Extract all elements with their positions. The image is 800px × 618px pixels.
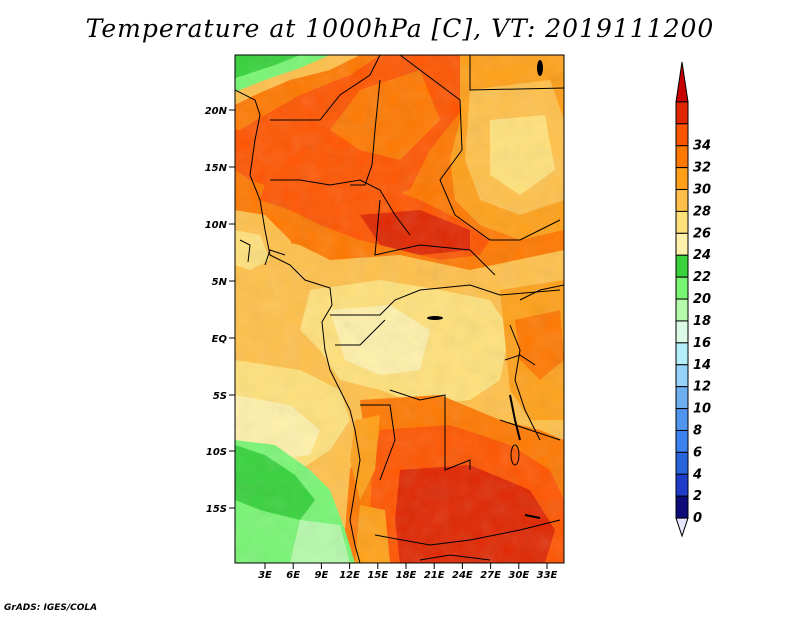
lakes xyxy=(427,60,543,519)
lat-label: 15S xyxy=(206,504,227,515)
lon-label: 3E xyxy=(258,570,272,581)
lon-label: 24E xyxy=(452,570,473,581)
colorbar-segment xyxy=(675,408,689,431)
lon-label: 6E xyxy=(286,570,300,581)
colorbar-label: 16 xyxy=(693,336,711,351)
colorbar-segment xyxy=(675,167,689,191)
lon-label: 12E xyxy=(339,570,360,581)
lat-label: 10S xyxy=(206,447,227,458)
lon-label: 33E xyxy=(537,570,558,581)
colorbar-segment xyxy=(675,517,689,538)
lon-label: 9E xyxy=(315,570,329,581)
colorbar-label: 14 xyxy=(693,358,711,373)
colorbar-segment xyxy=(675,210,689,234)
colorbar-label: 28 xyxy=(693,204,711,219)
colorbar-segment xyxy=(675,429,689,453)
colorbar-segment xyxy=(675,254,689,278)
colorbar-segment xyxy=(675,320,689,344)
colorbar-segment xyxy=(675,451,689,475)
colorbar-segment xyxy=(675,342,689,366)
lon-label: 30E xyxy=(508,570,529,581)
colorbar-label: 22 xyxy=(693,270,711,285)
colorbar-segment xyxy=(675,276,689,300)
colorbar-label: 34 xyxy=(693,139,711,154)
lon-label: 21E xyxy=(424,570,445,581)
colorbar-label: 8 xyxy=(693,423,702,438)
lat-label: 15N xyxy=(205,163,228,174)
colorbar-segment xyxy=(675,364,689,388)
colorbar-label: 24 xyxy=(693,248,711,263)
lat-label: EQ xyxy=(212,334,228,345)
lat-label: 5S xyxy=(213,391,227,402)
colorbar-label: 26 xyxy=(693,226,711,241)
temperature-field xyxy=(235,55,564,563)
colorbar-segment xyxy=(675,232,689,256)
colorbar-segment xyxy=(675,386,689,410)
lat-label: 20N xyxy=(205,106,228,117)
colorbar-segment xyxy=(675,473,689,497)
colorbar-segment xyxy=(675,145,689,169)
grads-credit: GrADS: IGES/COLA xyxy=(4,603,98,613)
country-borders xyxy=(235,55,564,563)
colorbar-label: 32 xyxy=(693,161,711,176)
lat-label: 5N xyxy=(212,277,228,288)
lon-label: 15E xyxy=(367,570,388,581)
colorbar-label: 18 xyxy=(693,314,711,329)
colorbar-label: 0 xyxy=(693,511,702,526)
colorbar-segment xyxy=(675,101,689,125)
colorbar-label: 20 xyxy=(693,292,711,307)
colorbar-label: 10 xyxy=(693,402,711,417)
lat-label: 10N xyxy=(205,220,228,231)
colorbar-label: 2 xyxy=(693,489,702,504)
colorbar-segment xyxy=(675,298,689,322)
colorbar-segment xyxy=(675,189,689,212)
colorbar-label: 12 xyxy=(693,380,711,395)
colorbar-label: 6 xyxy=(693,445,702,460)
lon-label: 27E xyxy=(480,570,501,581)
colorbar-segment xyxy=(675,123,689,147)
map-title: Temperature at 1000hPa [C], VT: 20191112… xyxy=(85,14,715,43)
axis-ticks: 20N 15N 10N 5N EQ 5S 10S 15S 3E 6E 9E 12E 15E 18E 21E 2… xyxy=(205,106,558,581)
map-frame xyxy=(234,54,565,564)
colorbar-segment xyxy=(675,495,689,519)
colorbar-label: 30 xyxy=(693,183,711,198)
colorbar-label: 4 xyxy=(692,467,702,482)
lon-label: 18E xyxy=(396,570,417,581)
colorbar-segment xyxy=(675,61,689,103)
